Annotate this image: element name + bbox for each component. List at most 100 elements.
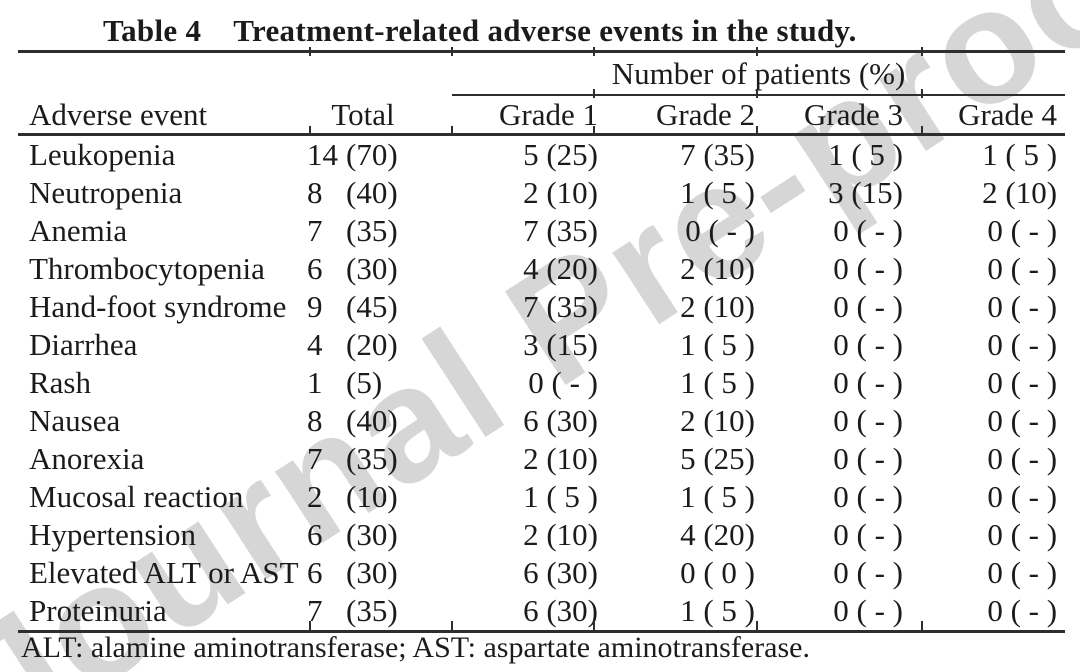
total-percent: (30) <box>346 555 398 590</box>
column-header-grade4: Grade 4 <box>905 95 1066 136</box>
column-tick <box>309 47 311 56</box>
grade1-cell: 2 (10) <box>523 517 598 552</box>
total-cell: 7 (35) <box>300 212 452 250</box>
grade4-cell: 2 (10) <box>982 175 1058 210</box>
total-cell: 6 (30) <box>300 554 452 592</box>
total-count: 6 <box>307 555 323 590</box>
total-count: 8 <box>307 175 323 210</box>
total-cell: 1 (5) <box>300 364 452 402</box>
grade4-cell: 0 ( - ) <box>987 327 1058 362</box>
total-count: 1 <box>307 365 323 400</box>
grade2-cell: 4 (20) <box>680 517 755 552</box>
table-row: Elevated ALT or AST 6 (30) 6 (30) 0 ( 0 )… <box>18 554 1065 592</box>
total-percent: (30) <box>346 517 398 552</box>
grade3-cell: 0 ( - ) <box>833 441 903 476</box>
grade3-cell: 0 ( - ) <box>833 555 903 590</box>
grade1-cell: 2 (10) <box>523 175 598 210</box>
grade4-cell: 0 ( - ) <box>987 517 1058 552</box>
grade4-cell: 0 ( - ) <box>987 403 1058 438</box>
column-tick <box>756 89 758 98</box>
grade1-cell: 4 (20) <box>523 251 598 286</box>
total-cell: 2 (10) <box>300 478 452 516</box>
table-row: Nausea 8 (40) 6 (30) 2 (10) 0 ( - ) 0 ( -… <box>18 402 1065 440</box>
total-percent: (35) <box>346 441 398 476</box>
column-header-grade2: Grade 2 <box>600 95 757 136</box>
total-percent: (5) <box>346 365 383 400</box>
span-header: Number of patients (%) <box>452 50 1066 96</box>
column-tick <box>921 89 923 98</box>
total-count: 6 <box>307 517 323 552</box>
grade1-cell: 3 (15) <box>523 327 598 362</box>
adverse-events-table: Number of patients (%) Adverse event Tot… <box>18 50 1066 633</box>
grade3-cell: 0 ( - ) <box>833 213 903 248</box>
total-cell: 8 (40) <box>300 402 452 440</box>
table-title-text: Treatment-related adverse events in the … <box>233 13 857 48</box>
grade2-cell: 2 (10) <box>680 403 755 438</box>
grade2-cell: 5 (25) <box>680 441 755 476</box>
table-row: Hypertension 6 (30) 2 (10) 4 (20) 0 ( - )… <box>18 516 1065 554</box>
table-row: Mucosal reaction 2 (10) 1 ( 5 ) 1 ( 5 ) 0… <box>18 478 1065 516</box>
grade2-cell: 7 (35) <box>680 137 755 172</box>
grade3-cell: 0 ( - ) <box>833 479 903 514</box>
grade2-cell: 0 ( - ) <box>685 213 755 248</box>
table-title: Table 4 Treatment-related adverse events… <box>103 13 857 49</box>
total-percent: (35) <box>346 213 398 248</box>
table-row: Proteinuria 7 (35) 6 (30) 1 ( 5 ) 0 ( - )… <box>18 592 1066 633</box>
table-body: Leukopenia 14 (70) 5 (25) 7 (35) 1 ( 5 ) … <box>18 135 1066 633</box>
grade4-cell: 0 ( - ) <box>987 289 1058 324</box>
column-header-grade1: Grade 1 <box>452 95 600 136</box>
total-percent: (40) <box>346 175 398 210</box>
column-tick <box>921 126 923 135</box>
grade1-cell: 1 ( 5 ) <box>523 479 598 514</box>
grade1-cell: 5 (25) <box>523 137 598 172</box>
grade2-cell: 1 ( 5 ) <box>680 365 755 400</box>
grade1-cell: 6 (30) <box>452 592 600 633</box>
grade1-cell: 6 (30) <box>523 555 598 590</box>
grade3-cell: 0 ( - ) <box>833 403 903 438</box>
table-row: Anemia 7 (35) 7 (35) 0 ( - ) 0 ( - ) 0 ( … <box>18 212 1065 250</box>
span-header-spacer <box>18 50 452 95</box>
total-cell: 6 (30) <box>300 250 452 288</box>
grade3-cell: 0 ( - ) <box>833 517 903 552</box>
grade3-cell: 0 ( - ) <box>757 592 905 633</box>
total-count: 4 <box>307 327 323 362</box>
total-count: 7 <box>307 213 323 248</box>
column-tick <box>309 126 311 135</box>
grade3-cell: 1 ( 5 ) <box>828 137 903 172</box>
total-count: 8 <box>307 403 323 438</box>
column-tick <box>756 47 758 56</box>
table-row: Thrombocytopenia 6 (30) 4 (20) 2 (10) 0 (… <box>18 250 1065 288</box>
total-count: 6 <box>307 251 323 286</box>
grade4-cell: 0 ( - ) <box>987 365 1058 400</box>
column-tick <box>921 621 923 630</box>
table-row: Leukopenia 14 (70) 5 (25) 7 (35) 1 ( 5 ) … <box>18 135 1065 175</box>
grade3-cell: 3 (15) <box>828 175 903 210</box>
adverse-event-cell: Elevated ALT or AST <box>29 555 299 590</box>
column-header-adverse-event: Adverse event <box>18 95 300 136</box>
column-tick <box>593 621 595 630</box>
total-percent: (70) <box>346 137 398 172</box>
column-header-total: Total <box>300 95 452 136</box>
span-header-row: Number of patients (%) <box>18 50 1066 96</box>
total-percent: (45) <box>346 289 398 324</box>
column-header-grade3: Grade 3 <box>757 95 905 136</box>
adverse-event-cell: Proteinuria <box>18 592 300 633</box>
grade2-cell: 1 ( 5 ) <box>680 479 755 514</box>
total-count: 2 <box>307 479 323 514</box>
total-cell: 7 (35) <box>300 592 452 633</box>
grade1-cell: 2 (10) <box>523 441 598 476</box>
grade1-cell: 7 (35) <box>523 289 598 324</box>
total-percent: (35) <box>346 593 398 628</box>
column-tick <box>451 126 453 135</box>
grade1-cell: 6 (30) <box>523 403 598 438</box>
grade2-cell: 2 (10) <box>680 289 755 324</box>
total-cell: 8 (40) <box>300 174 452 212</box>
total-cell: 9 (45) <box>300 288 452 326</box>
column-tick <box>451 621 453 630</box>
adverse-event-cell: Diarrhea <box>29 327 138 362</box>
adverse-event-cell: Nausea <box>29 403 121 438</box>
column-tick <box>593 126 595 135</box>
grade2-cell: 1 ( 5 ) <box>680 175 755 210</box>
column-tick <box>756 621 758 630</box>
adverse-event-cell: Leukopenia <box>29 137 176 172</box>
